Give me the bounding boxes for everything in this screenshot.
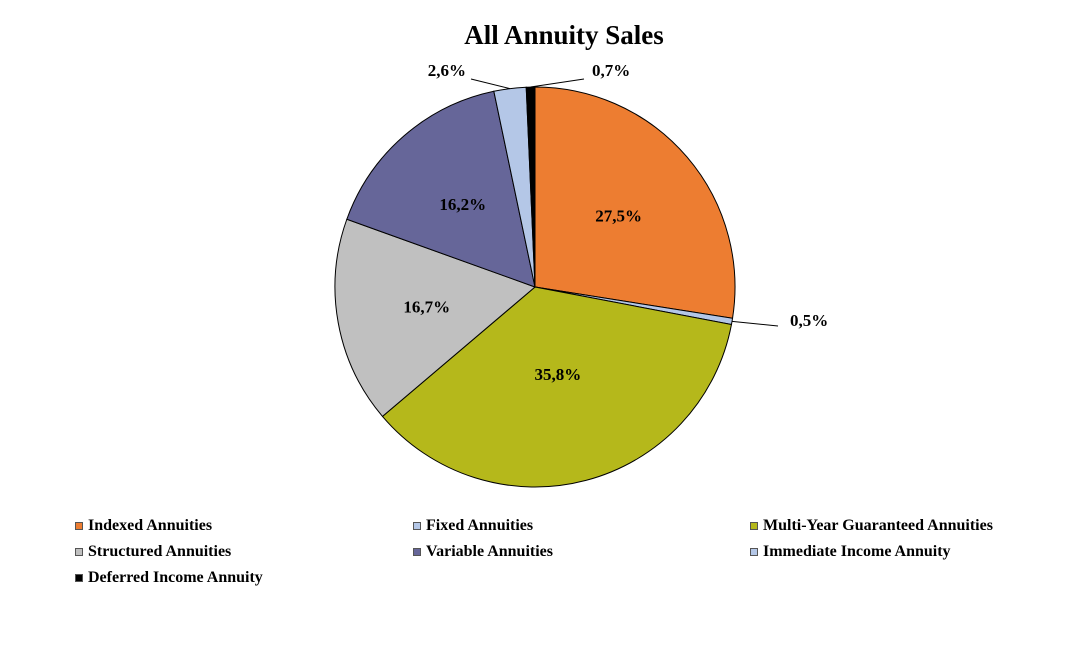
legend-label: Structured Annuities — [88, 543, 232, 560]
legend-label: Fixed Annuities — [426, 517, 534, 534]
legend-label: Immediate Income Annuity — [763, 543, 951, 560]
legend-item: Fixed Annuities — [413, 517, 533, 535]
legend-item: Deferred Income Annuity — [75, 569, 263, 587]
legend-item: Variable Annuities — [413, 543, 553, 561]
data-label: 0,7% — [592, 61, 630, 80]
legend-label: Variable Annuities — [426, 543, 553, 560]
leader-line — [530, 78, 585, 88]
data-label: 35,8% — [535, 365, 582, 384]
pie-slice-variable-annuities — [346, 90, 536, 288]
legend-swatch — [75, 574, 83, 582]
legend-label: Multi-Year Guaranteed Annuities — [763, 517, 993, 534]
legend-item: Multi-Year Guaranteed Annuities — [750, 517, 993, 535]
pie-slice-indexed-annuities — [534, 86, 736, 319]
data-label: 2,6% — [428, 61, 466, 80]
leader-line — [731, 320, 779, 327]
pie-slice-multi-year-guaranteed-annuities — [381, 286, 733, 488]
pie-slice-structured-annuities — [334, 218, 536, 418]
legend-swatch — [750, 522, 758, 530]
legend-item: Structured Annuities — [75, 543, 231, 561]
data-label: 16,7% — [403, 298, 450, 317]
legend-label: Indexed Annuities — [88, 517, 213, 534]
legend-item: Indexed Annuities — [75, 517, 212, 535]
legend-item: Immediate Income Annuity — [750, 543, 951, 561]
chart-title: All Annuity Sales — [464, 20, 664, 50]
legend-swatch — [75, 548, 83, 556]
leader-line — [470, 78, 511, 90]
data-label: 16,2% — [439, 195, 486, 214]
legend-swatch — [75, 522, 83, 530]
legend-label: Deferred Income Annuity — [88, 569, 263, 586]
legend-swatch — [413, 548, 421, 556]
data-label: 27,5% — [595, 207, 642, 226]
data-label: 0,5% — [790, 311, 828, 330]
pie-slice-deferred-income-annuity — [525, 86, 536, 288]
legend-swatch — [750, 548, 758, 556]
legend-swatch — [413, 522, 421, 530]
